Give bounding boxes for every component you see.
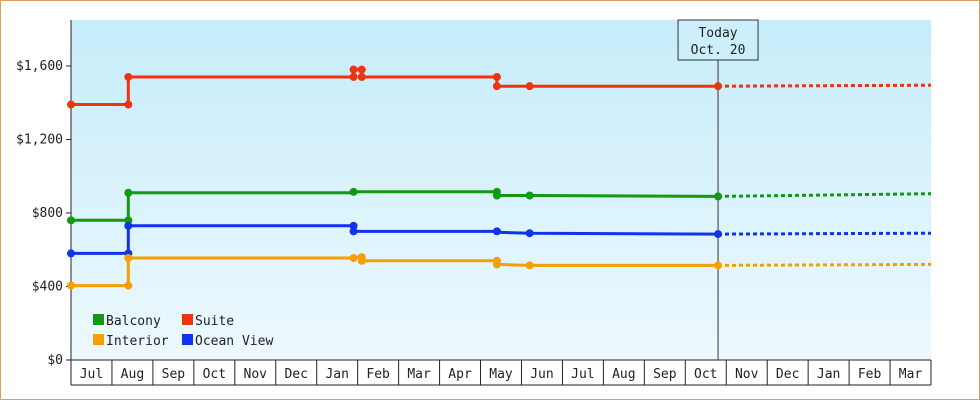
x-tick-label: Oct (203, 367, 226, 382)
x-tick-label: Feb (366, 367, 390, 382)
data-point (492, 72, 501, 81)
x-tick-label: Apr (448, 367, 472, 382)
x-tick-label: Jul (80, 367, 103, 382)
y-tick-label: $800 (32, 206, 63, 221)
y-tick-label: $1,200 (16, 132, 63, 147)
plot-background (71, 20, 931, 360)
data-point (124, 188, 133, 197)
x-tick-label: Nov (244, 367, 268, 382)
legend-swatch (93, 334, 104, 345)
data-point (357, 72, 366, 81)
y-tick-label: $400 (32, 279, 63, 294)
data-point (492, 227, 501, 236)
x-tick-label: Dec (284, 367, 307, 382)
data-point (124, 72, 133, 81)
today-box (677, 19, 759, 61)
x-tick-label: Mar (407, 367, 431, 382)
today-date-label: Oct. 20 (691, 43, 746, 58)
x-tick-label: May (489, 367, 513, 382)
series-forecast-line (717, 262, 932, 267)
x-tick-label: Jun (530, 367, 553, 382)
series-forecast-line (717, 192, 932, 198)
data-point (714, 82, 723, 91)
data-point (349, 65, 358, 74)
series-balcony (67, 187, 932, 225)
data-point (357, 65, 366, 74)
data-point (525, 261, 534, 270)
legend-swatch (93, 314, 104, 325)
x-tick-label: Feb (858, 367, 882, 382)
x-tick-label: Mar (899, 367, 923, 382)
x-tick-label: Sep (162, 367, 186, 382)
data-point (357, 256, 366, 265)
legend-label: Balcony (106, 314, 161, 329)
data-point (124, 221, 133, 230)
data-point (714, 230, 723, 239)
data-point (124, 100, 133, 109)
data-point (124, 281, 133, 290)
data-point (525, 229, 534, 238)
data-point (67, 249, 75, 258)
y-tick-label: $1,600 (16, 59, 63, 74)
x-tick-label: Nov (735, 367, 759, 382)
data-point (349, 227, 358, 236)
legend-swatch (182, 334, 193, 345)
data-point (492, 191, 501, 200)
series-forecast-line (717, 83, 932, 88)
x-tick-label: Sep (653, 367, 677, 382)
data-point (349, 187, 358, 196)
x-tick-label: Aug (121, 367, 144, 382)
data-point (67, 281, 75, 290)
y-tick-label: $0 (47, 353, 63, 368)
series-ocean-view (67, 221, 932, 258)
data-point (714, 261, 723, 270)
data-point (492, 82, 501, 91)
data-point (67, 216, 75, 225)
data-point (124, 254, 133, 262)
data-point (525, 191, 534, 200)
legend-swatch (182, 314, 193, 325)
data-point (349, 254, 358, 262)
x-tick-label: Jul (571, 367, 594, 382)
series-interior (67, 253, 932, 290)
data-point (124, 216, 133, 225)
data-point (492, 260, 501, 269)
x-tick-label: Dec (776, 367, 799, 382)
x-tick-label: Aug (612, 367, 635, 382)
x-tick-label: Oct (694, 367, 717, 382)
x-tick-label: Jan (817, 367, 840, 382)
data-point (349, 221, 358, 230)
data-point (714, 192, 723, 201)
legend-label: Ocean View (195, 334, 273, 349)
series-forecast-line (717, 231, 932, 236)
data-point (67, 100, 75, 109)
series-suite (67, 65, 932, 109)
data-point (525, 82, 534, 91)
data-point (349, 72, 358, 81)
today-label: Today (698, 26, 737, 41)
x-tick-label: Jan (325, 367, 348, 382)
legend-label: Suite (195, 314, 234, 329)
legend-label: Interior (106, 334, 169, 349)
